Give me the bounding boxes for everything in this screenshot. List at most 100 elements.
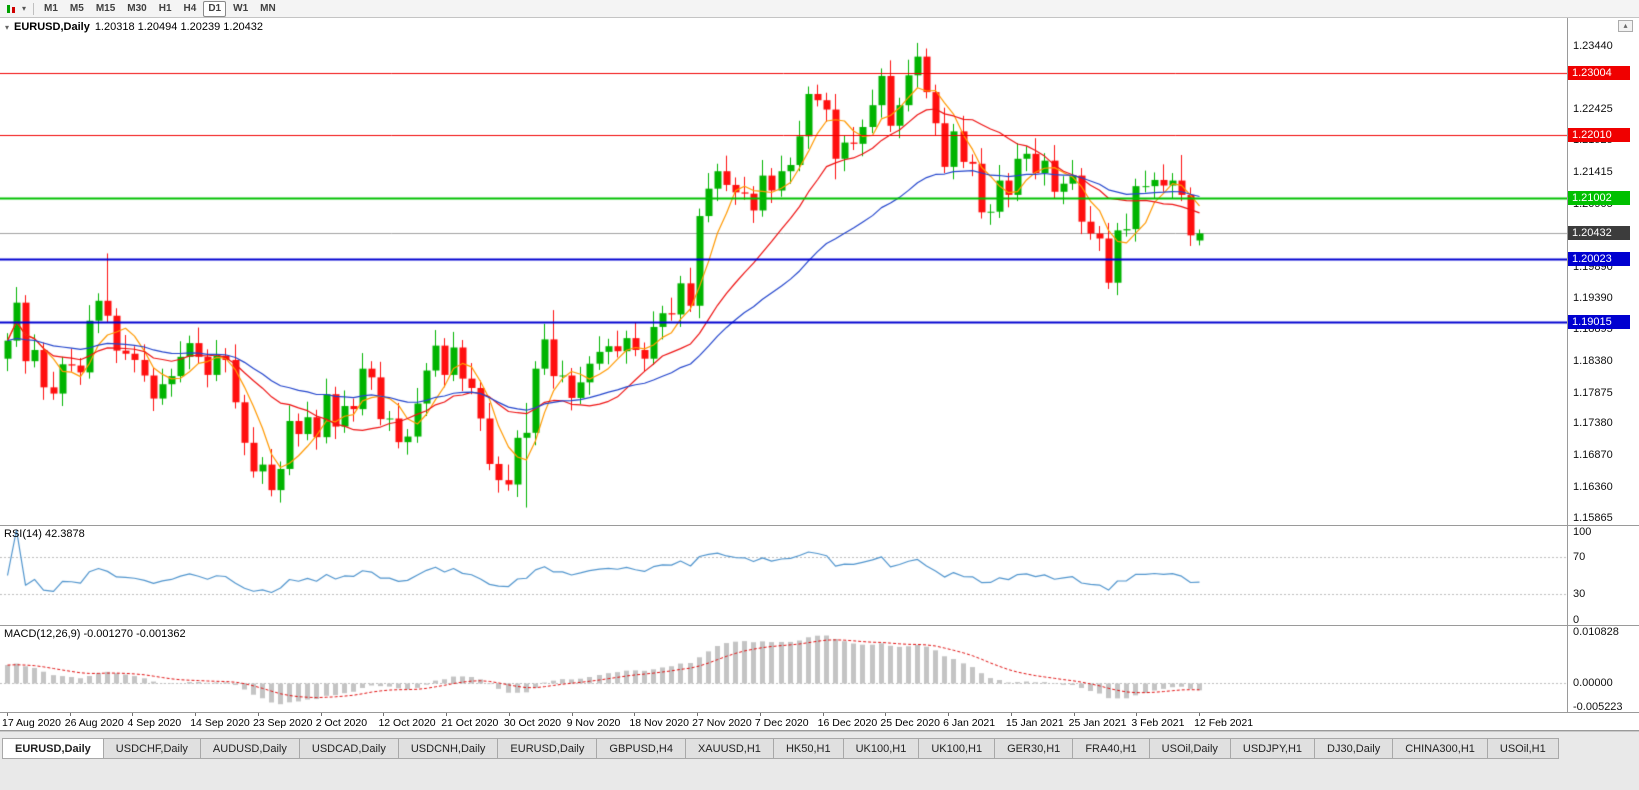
timeframe-button-m30[interactable]: M30: [127, 2, 147, 14]
chart-tab-china300-h1[interactable]: CHINA300,H1: [1393, 738, 1488, 759]
rsi-canvas[interactable]: [0, 526, 1567, 625]
date-label: 7 Dec 2020: [754, 717, 809, 729]
date-tick-mark: [948, 713, 949, 716]
date-tick-mark: [132, 713, 133, 716]
chart-tab-xauusd-h1[interactable]: XAUUSD,H1: [685, 738, 774, 759]
chart-tab-uk100-h1[interactable]: UK100,H1: [843, 738, 920, 759]
rsi-tick-label: 30: [1573, 587, 1586, 600]
date-tick-mark: [446, 713, 447, 716]
price-chart[interactable]: [0, 18, 1567, 525]
candle-down-glyph: [12, 7, 15, 13]
chart-tab-dj30-daily[interactable]: DJ30,Daily: [1315, 738, 1394, 759]
date-tick-mark: [383, 713, 384, 716]
chart-tab-audusd-daily[interactable]: AUDUSD,Daily: [200, 738, 300, 759]
level-price-box: 1.21002: [1568, 190, 1630, 205]
date-label: 30 Oct 2020: [503, 717, 562, 729]
price-tick-label: 1.17875: [1573, 386, 1613, 399]
chart-symbol-label: EURUSD,Daily: [14, 21, 90, 33]
main-price-axis[interactable]: ▴ 1.234401.229351.224251.219251.214151.2…: [1567, 18, 1639, 525]
rsi-tick-label: 70: [1573, 551, 1586, 564]
date-label: 26 Aug 2020: [64, 717, 124, 729]
chart-tab-usdchf-daily[interactable]: USDCHF,Daily: [103, 738, 201, 759]
chart-tab-ger30-h1[interactable]: GER30,H1: [995, 738, 1074, 759]
date-label: 12 Oct 2020: [378, 717, 436, 729]
date-tick-mark: [760, 713, 761, 716]
date-axis[interactable]: 17 Aug 2020 26 Aug 2020 4 Sep 2020 14 Sep 2…: [0, 713, 1639, 731]
timeframe-button-h1[interactable]: H1: [158, 2, 172, 14]
price-tick-label: 1.21415: [1573, 166, 1613, 179]
macd-chart[interactable]: [0, 626, 1567, 712]
date-tick-mark: [1136, 713, 1137, 716]
chart-type-icon[interactable]: [3, 2, 19, 15]
level-price-box: 1.19015: [1568, 314, 1630, 329]
date-tick-mark: [572, 713, 573, 716]
timeframe-toolbar: ▾ M1 M5 M15 M30 H1 H4 D1 W1 MN: [0, 0, 1639, 18]
level-price-box: 1.20023: [1568, 251, 1630, 266]
chart-tab-usdcnh-daily[interactable]: USDCNH,Daily: [398, 738, 499, 759]
timeframe-button-w1[interactable]: W1: [233, 2, 249, 14]
price-tick-label: 1.22425: [1573, 103, 1613, 116]
date-label: 18 Nov 2020: [629, 717, 689, 729]
rsi-chart[interactable]: [0, 526, 1567, 625]
bottom-bar: EURUSD,Daily USDCHF,Daily AUDUSD,Daily USDC…: [0, 731, 1639, 790]
date-label: 15 Jan 2021: [1005, 717, 1064, 729]
date-tick-mark: [634, 713, 635, 716]
chart-tab-eurusd-daily[interactable]: EURUSD,Daily: [2, 738, 104, 759]
price-tick-label: 1.16870: [1573, 449, 1613, 462]
main-pane: ▾ EURUSD,Daily 1.20318 1.20494 1.20239 1…: [0, 18, 1639, 526]
macd-tick-label: 0.010828: [1573, 626, 1619, 638]
price-tick-label: 1.19390: [1573, 292, 1613, 305]
price-tick-label: 1.23440: [1573, 40, 1613, 53]
chart-title: ▾ EURUSD,Daily 1.20318 1.20494 1.20239 1…: [5, 21, 263, 33]
date-label: 25 Dec 2020: [880, 717, 940, 729]
scroll-up-button[interactable]: ▴: [1618, 20, 1633, 32]
chart-tab-usoil-h1[interactable]: USOil,H1: [1487, 738, 1559, 759]
date-tick-mark: [885, 713, 886, 716]
chart-tab-usoil-daily[interactable]: USOil,Daily: [1149, 738, 1231, 759]
date-tick-mark: [321, 713, 322, 716]
date-label: 23 Sep 2020: [252, 717, 313, 729]
chart-tab-hk50-h1[interactable]: HK50,H1: [773, 738, 844, 759]
chart-tab-usdcad-daily[interactable]: USDCAD,Daily: [299, 738, 399, 759]
date-label: 27 Nov 2020: [692, 717, 752, 729]
chart-tab-uk100-h1[interactable]: UK100,H1: [919, 738, 996, 759]
timeframe-button-m5[interactable]: M5: [69, 2, 84, 14]
chart-tab-usdjpy-h1[interactable]: USDJPY,H1: [1230, 738, 1316, 759]
date-label: 6 Jan 2021: [943, 717, 996, 729]
date-label: 14 Sep 2020: [190, 717, 250, 729]
timeframe-button-d1[interactable]: D1: [203, 0, 227, 17]
rsi-axis[interactable]: 100 70 30 0: [1567, 526, 1639, 626]
price-tick-label: 1.16360: [1573, 481, 1613, 493]
macd-canvas[interactable]: [0, 626, 1567, 712]
date-tick-mark: [1074, 713, 1075, 716]
date-tick-mark: [1199, 713, 1200, 716]
price-tick-label: 1.18380: [1573, 355, 1613, 368]
chart-type-dropdown-icon[interactable]: ▾: [22, 4, 27, 13]
timeframe-button-h4[interactable]: H4: [183, 2, 197, 14]
rsi-tick-label: 0: [1573, 614, 1580, 626]
date-tick-mark: [258, 713, 259, 716]
current-price-box: 1.20432: [1568, 226, 1630, 241]
chart-tab-fra40-h1[interactable]: FRA40,H1: [1073, 738, 1150, 759]
timeframe-button-m1[interactable]: M1: [44, 2, 58, 14]
date-tick-mark: [509, 713, 510, 716]
macd-tick-label: 0.00000: [1573, 676, 1613, 689]
price-chart-canvas[interactable]: [0, 18, 1567, 525]
chart-ohlc-values: 1.20318 1.20494 1.20239 1.20432: [94, 21, 264, 33]
chart-tab-gbpusd-h4[interactable]: GBPUSD,H4: [597, 738, 686, 759]
chart-tab-eurusd-daily[interactable]: EURUSD,Daily: [498, 738, 598, 759]
date-label: 25 Jan 2021: [1068, 717, 1127, 729]
date-tick-mark: [70, 713, 71, 716]
date-label: 21 Oct 2020: [441, 717, 499, 729]
date-label: 3 Feb 2021: [1131, 717, 1185, 729]
date-label: 9 Nov 2020: [566, 717, 621, 729]
date-label: 12 Feb 2021: [1194, 717, 1254, 729]
timeframe-button-mn[interactable]: MN: [260, 2, 276, 14]
timeframe-button-m15[interactable]: M15: [95, 2, 116, 14]
chart-tabs: EURUSD,Daily USDCHF,Daily AUDUSD,Daily USDC…: [2, 738, 1639, 759]
date-tick-mark: [1011, 713, 1012, 716]
one-click-trading-icon[interactable]: ▾: [5, 22, 10, 32]
date-label: 2 Oct 2020: [315, 717, 368, 729]
macd-axis[interactable]: 0.010828 0.00000 -0.005223: [1567, 626, 1639, 713]
